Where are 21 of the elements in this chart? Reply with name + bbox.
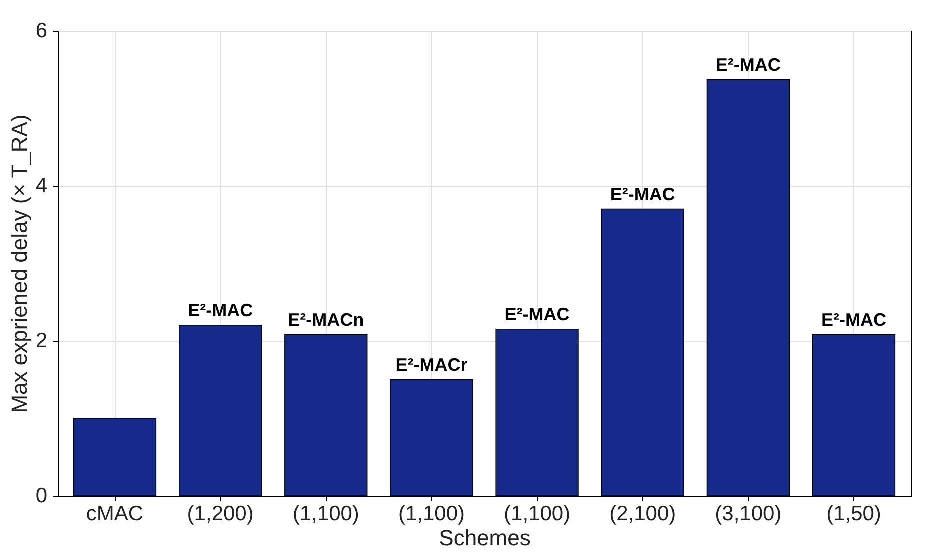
- x-tick-label: (1,200): [187, 502, 254, 526]
- x-tick-label: (1,100): [292, 502, 360, 526]
- y-tick-label: 4: [36, 174, 48, 198]
- data-label: E²-MACn: [288, 310, 364, 330]
- x-tick-label: (3,100): [715, 502, 782, 526]
- data-label: E²-MAC: [504, 304, 570, 324]
- x-tick-label: (1,100): [504, 502, 571, 526]
- data-label: E²-MAC: [188, 300, 254, 320]
- data-label: E²-MAC: [821, 310, 886, 330]
- y-tick-label: 2: [36, 330, 48, 352]
- x-tick-label: (1,100): [398, 502, 465, 526]
- x-tick-label: (2,100): [610, 502, 676, 526]
- x-axis-title: Schemes: [439, 526, 531, 550]
- data-label: E²-MAC: [610, 184, 676, 204]
- x-tick-label: (1,50): [826, 502, 882, 526]
- data-label: E²-MAC: [716, 54, 781, 75]
- y-tick-label: 6: [36, 20, 48, 42]
- data-label: E²-MACr: [396, 354, 468, 375]
- y-tick-label: 0: [36, 484, 48, 508]
- x-tick-label: cMAC: [86, 502, 144, 526]
- y-axis-title: Max expriened delay (× T_RA): [6, 114, 32, 414]
